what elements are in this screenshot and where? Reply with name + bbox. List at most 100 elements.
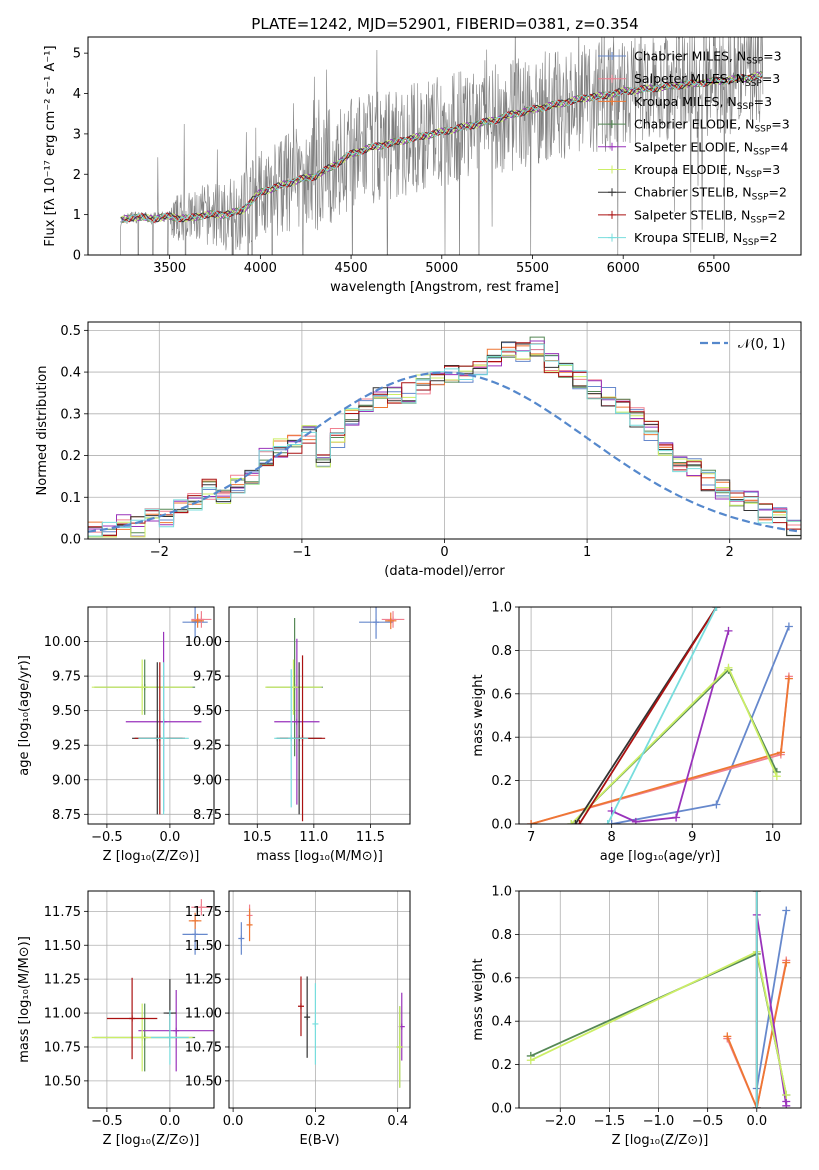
- data-point: [672, 813, 681, 822]
- data-point: [297, 1003, 304, 1010]
- x-axis-label: age [log₁₀(age/yr)]: [600, 849, 721, 864]
- x-tick-label: 0.4: [387, 1114, 408, 1129]
- x-tick-label: 0.0: [160, 830, 181, 845]
- y-tick-label: 11.50: [44, 939, 81, 954]
- age-vs-z-panel: −0.5 0.0 8.75 9.00 9.25 9.50 9.75 10.00 Z [log₁₀…: [17, 606, 215, 864]
- data-point: [782, 958, 791, 967]
- legend-label-name: Kroupa STELIB, N: [634, 230, 742, 245]
- plot-area: [238, 904, 405, 1088]
- legend-label-count: =2: [769, 185, 787, 200]
- data-point: [603, 820, 612, 824]
- mass-vs-ebv-panel: 0.0 0.2 0.4 10.50 10.75 11.00 11.25 11.50 11.75 E…: [185, 890, 411, 1148]
- x-tick-label: −0.5: [91, 830, 123, 845]
- y-tick-label: 9.00: [52, 773, 81, 788]
- legend-label-name: Kroupa ELODIE, N: [634, 162, 745, 177]
- data-point: [723, 1032, 732, 1041]
- data-point: [607, 820, 616, 824]
- x-tick-label: 4000: [244, 261, 277, 276]
- y-tick-label: 0.5: [60, 324, 81, 339]
- y-tick-label: 0.0: [491, 818, 512, 833]
- legend-marker: [608, 74, 616, 83]
- x-tick-label: 3500: [153, 261, 186, 276]
- y-axis-label: mass weight: [471, 674, 486, 756]
- model-spectrum-line: [120, 72, 763, 222]
- x-tick-label: 0.0: [160, 1114, 181, 1129]
- x-tick-label: −1: [292, 545, 311, 560]
- x-tick-label: −1.0: [643, 1114, 675, 1129]
- legend-label-name: Chabrier ELODIE, N: [634, 117, 754, 132]
- y-tick-label: 10.75: [44, 1040, 81, 1055]
- data-point: [575, 820, 584, 824]
- y-tick-label: 0.3: [60, 407, 81, 422]
- y-tick-label: 9.00: [193, 773, 222, 788]
- axes-frame: [228, 890, 411, 1109]
- data-point: [129, 1015, 136, 1022]
- y-tick-label: 11.75: [44, 905, 81, 920]
- y-tick-label: 4: [73, 87, 81, 102]
- y-tick-label: 5: [73, 47, 81, 62]
- x-tick-label: −2.0: [544, 1114, 576, 1129]
- legend-marker: [608, 142, 616, 151]
- y-tick-label: 0: [73, 249, 81, 264]
- x-tick-label: −0.5: [91, 1114, 123, 1129]
- y-tick-label: 10.50: [44, 1074, 81, 1089]
- legend-label-count: =2: [759, 230, 777, 245]
- plot-area: [91, 607, 212, 815]
- y-tick-label: 3: [73, 127, 81, 142]
- data-point: [373, 619, 380, 626]
- x-tick-label: 0.0: [746, 1114, 767, 1129]
- data-point: [166, 1034, 173, 1041]
- y-tick-label: 9.75: [52, 670, 81, 685]
- normal-distribution-curve: [88, 371, 801, 533]
- data-point: [724, 626, 733, 635]
- plot-area: [526, 891, 791, 1108]
- axes-frame: [518, 890, 802, 1109]
- y-tick-label: 0.8: [491, 644, 512, 659]
- y-tick-label: 0.4: [60, 366, 81, 381]
- x-tick-label: 11.5: [356, 830, 385, 845]
- legend-label-name: Chabrier MILES, N: [634, 49, 746, 64]
- y-tick-label: 2: [73, 168, 81, 183]
- y-axis-label: mass weight: [471, 958, 486, 1040]
- legend-label-name: Kroupa MILES, N: [634, 94, 737, 109]
- y-tick-label: 0.2: [60, 449, 81, 464]
- data-point: [194, 617, 201, 624]
- mass-weight-line: [611, 630, 730, 823]
- x-axis-label: Z [log₁₀(Z/Z⊙)]: [103, 849, 200, 864]
- y-tick-label: 10.50: [185, 1074, 222, 1089]
- legend-label-count: =3: [763, 49, 781, 64]
- y-tick-label: 9.75: [193, 670, 222, 685]
- legend-label-count: =3: [771, 117, 789, 132]
- residuals-panel: −2 −1 0 1 2 0.0 0.1 0.2 0.3 0.4 0.5 (data-model)/er…: [35, 321, 802, 579]
- x-tick-label: 10.5: [243, 830, 272, 845]
- x-axis-label: mass [log₁₀(M/M⊙)]: [256, 849, 383, 864]
- legend-label: Kroupa MILES, NSSP=3: [634, 94, 772, 112]
- data-point: [631, 817, 640, 824]
- data-point: [173, 1027, 180, 1034]
- data-point: [198, 904, 205, 911]
- y-tick-label: 9.50: [52, 704, 81, 719]
- data-point: [571, 820, 580, 824]
- y-tick-label: 10.00: [185, 635, 222, 650]
- legend-marker: [608, 233, 616, 242]
- model-spectrum-line: [120, 74, 763, 223]
- data-point: [712, 800, 721, 809]
- mass-vs-z-panel: −0.5 0.0 10.50 10.75 11.00 11.25 11.50 11.75 Z […: [17, 890, 215, 1148]
- x-tick-label: −0.5: [692, 1114, 724, 1129]
- legend-marker: [608, 97, 616, 106]
- data-point: [139, 684, 146, 691]
- plot-area: [527, 607, 793, 824]
- y-tick-label: 11.00: [44, 1007, 81, 1022]
- mass-weight-line: [726, 962, 788, 1108]
- legend-label: Chabrier ELODIE, NSSP=3: [634, 117, 790, 135]
- legend-label-count: =3: [762, 162, 780, 177]
- y-tick-label: 1.0: [491, 601, 512, 616]
- legend-marker: [608, 165, 616, 174]
- y-tick-label: 9.50: [193, 704, 222, 719]
- y-axis-label: mass [log₁₀(M/M⊙)]: [17, 936, 32, 1063]
- data-point: [527, 820, 536, 824]
- x-tick-label: 0: [440, 545, 448, 560]
- legend-marker: [608, 52, 616, 60]
